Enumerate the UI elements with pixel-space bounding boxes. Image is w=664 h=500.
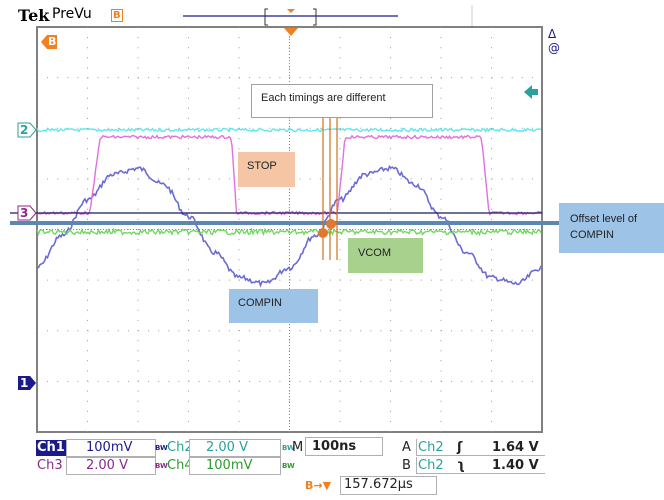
trigger-position-icon — [284, 28, 298, 36]
trigger-a-level: 1.64 V — [492, 440, 539, 455]
delay-value[interactable]: 157.672µs — [344, 477, 413, 492]
ch1-label[interactable]: Ch1 — [36, 440, 66, 456]
ch3-scale: 2.00 V — [86, 458, 128, 473]
trigger-a-box — [416, 439, 545, 456]
compin-label-box: COMPIN — [229, 289, 318, 323]
timings-note: Each timings are different — [251, 84, 433, 118]
trigger-a-label: A — [402, 440, 411, 455]
rising-edge-icon: ʃ — [457, 440, 463, 455]
stop-label: STOP — [247, 160, 277, 172]
ch4-scale-box — [189, 457, 281, 475]
brand-label: Tek — [18, 6, 50, 25]
at-label: @ — [548, 41, 560, 55]
trigger-b-level: 1.40 V — [492, 458, 539, 473]
ch4-scale: 100mV — [206, 458, 253, 473]
offset-label: Offset level of COMPIN — [570, 213, 638, 241]
delta-label: Δ — [548, 27, 557, 41]
crossing-point — [326, 219, 336, 229]
compin-label: COMPIN — [238, 297, 282, 309]
offset-label-box: Offset level of COMPIN — [559, 203, 664, 253]
falling-edge-icon: ʅ — [457, 458, 465, 473]
ch1-marker — [18, 376, 36, 390]
ch2-trace — [36, 127, 542, 133]
delay-label: B→▼ — [305, 479, 332, 492]
trigger-a-source: Ch2 — [418, 440, 444, 455]
vcom-label: VCOM — [358, 247, 391, 259]
ch1-bw-icon: BW — [155, 444, 168, 452]
ch3-bw-icon: BW — [155, 462, 168, 470]
ch2-scale: 2.00 V — [206, 440, 248, 455]
ch2-marker-label: 2 — [20, 123, 29, 137]
ch1-marker-label: 1 — [20, 376, 29, 390]
ch3-trace — [36, 134, 542, 217]
vcom-label-box: VCOM — [348, 238, 423, 273]
trigger-b-source: Ch2 — [418, 458, 444, 473]
timebase-value[interactable]: 100ns — [312, 439, 357, 454]
crossing-point — [318, 228, 328, 238]
ch4-bw-icon: BW — [282, 462, 295, 470]
ch4-label[interactable]: Ch4 — [167, 458, 193, 473]
ch1-scale: 100mV — [86, 440, 133, 455]
trigger-b-marker — [41, 35, 57, 49]
trigger-position-small-icon — [287, 9, 295, 13]
ch2-bw-icon: BW — [282, 444, 295, 452]
delay-box — [340, 476, 437, 495]
mode-label: PreVu — [52, 6, 92, 22]
ch2-marker — [17, 122, 37, 138]
ch3-marker — [17, 205, 37, 221]
trigger-b-label: B — [111, 9, 123, 22]
trigger-level-icon — [524, 85, 538, 99]
trigger-b-box — [416, 457, 545, 474]
graticule — [37, 27, 542, 432]
timebase-box — [305, 437, 383, 456]
ch3-marker-label: 3 — [20, 206, 29, 220]
ch3-label[interactable]: Ch3 — [37, 458, 63, 473]
timings-note-text: Each timings are different — [261, 92, 386, 104]
stop-label-box: STOP — [238, 152, 295, 187]
ch4-trace — [36, 227, 542, 237]
trigger-b-readout-label: B — [402, 458, 411, 473]
ch2-label[interactable]: Ch2 — [167, 440, 193, 455]
record-view-bracket — [264, 8, 317, 26]
ch2-scale-box — [189, 439, 281, 457]
trigger-b-marker-label: B — [48, 35, 57, 48]
ch1-scale-box — [66, 439, 156, 457]
ch3-scale-box — [66, 457, 156, 475]
ch1-trace — [36, 164, 542, 288]
timebase-label: M — [292, 440, 304, 455]
